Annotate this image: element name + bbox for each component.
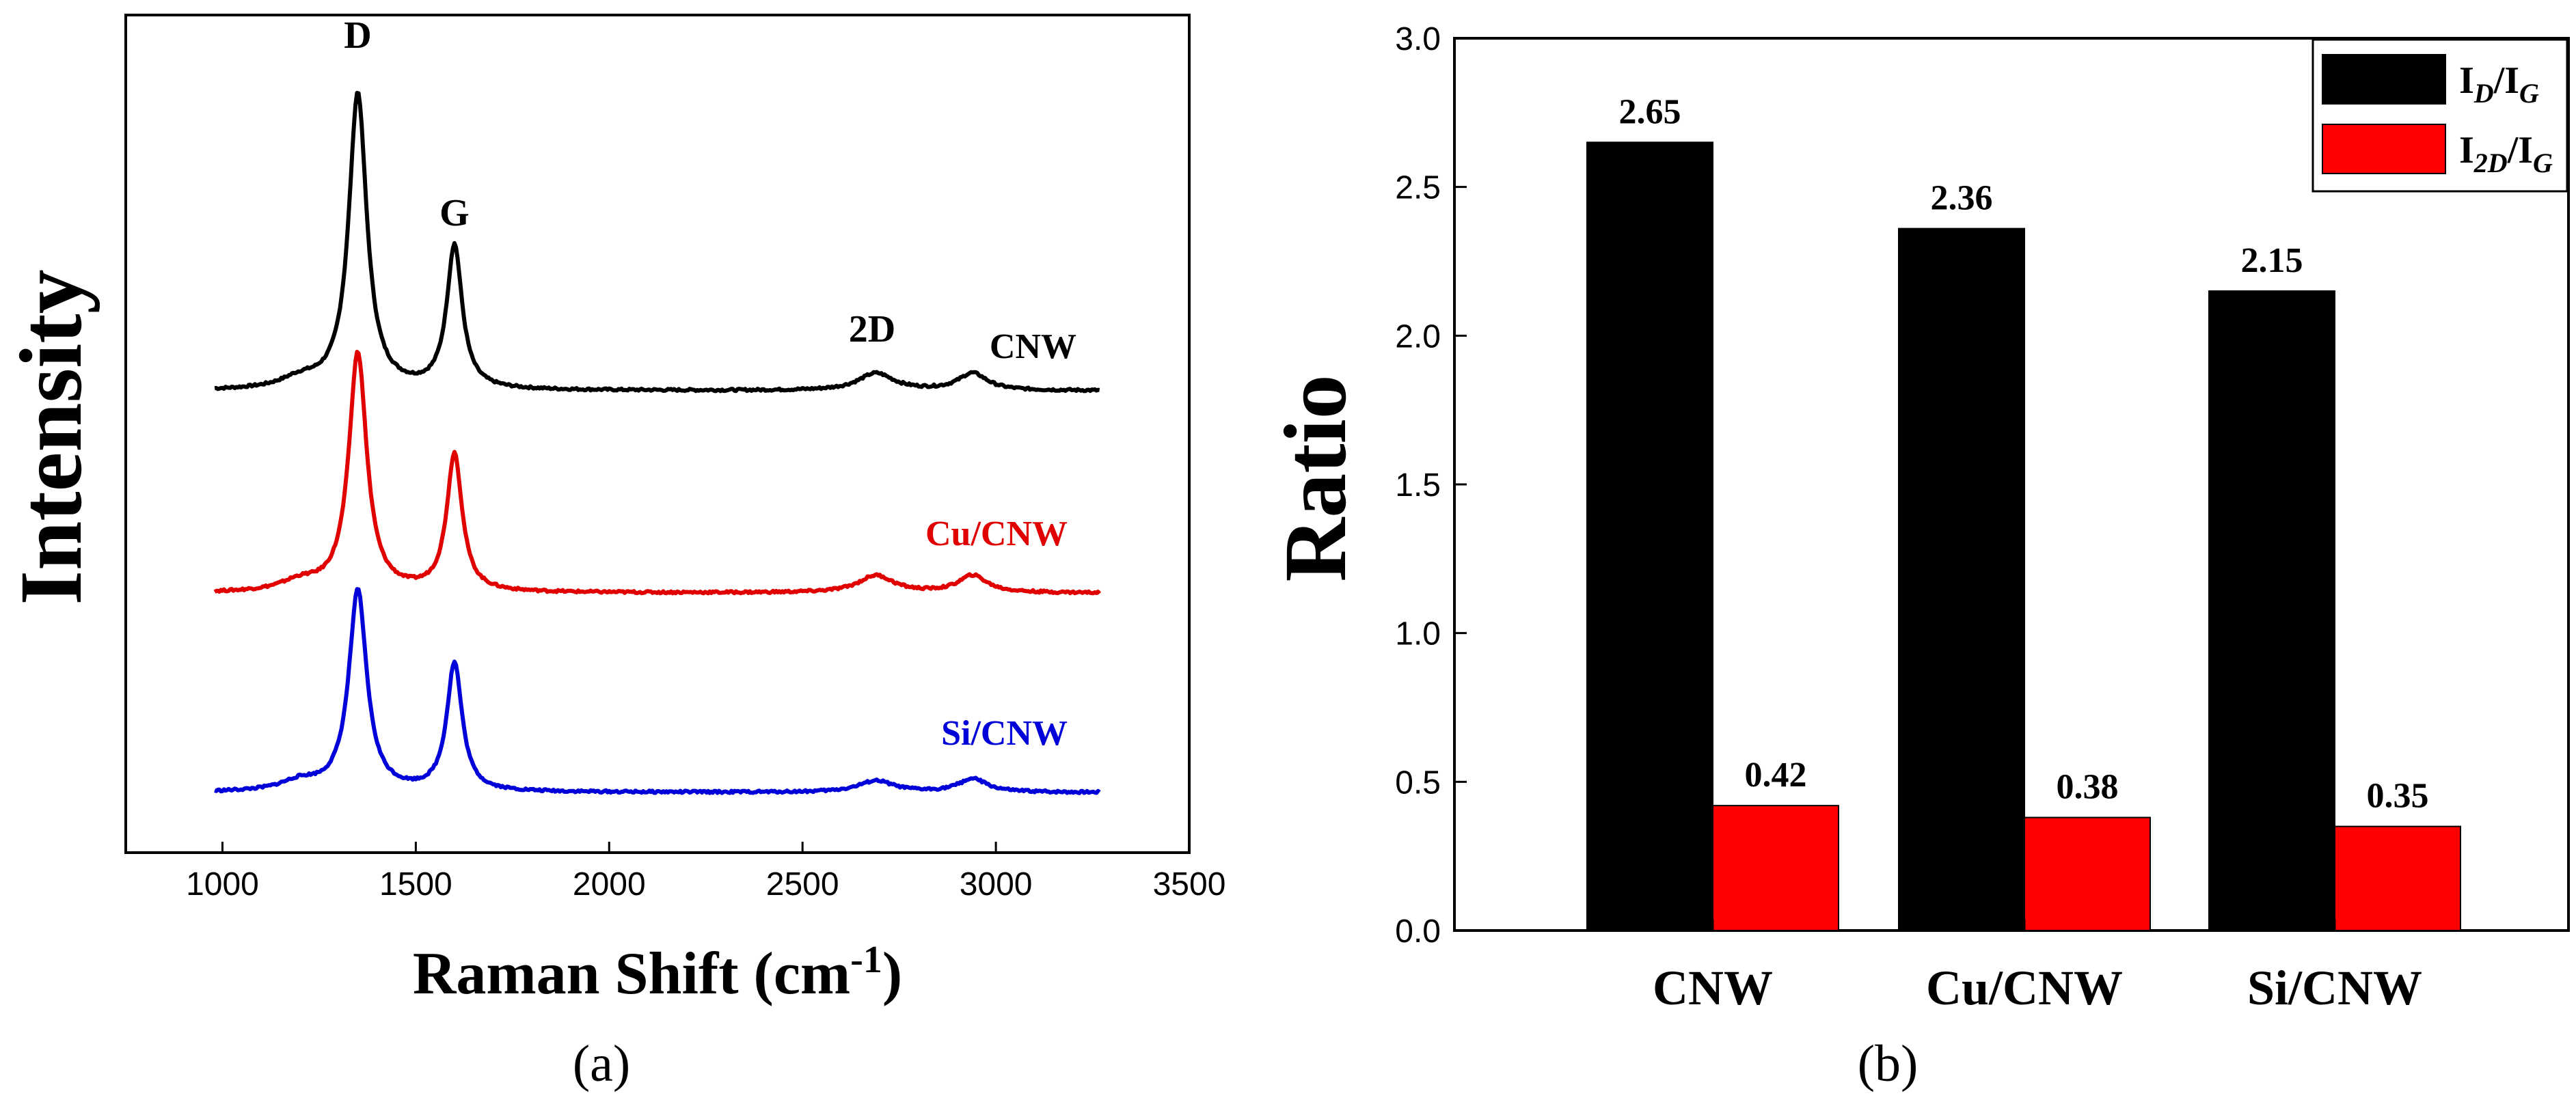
spectrum-line-cu-cnw [213,350,1102,596]
x-tick-label: 3000 [960,866,1033,903]
legend-label-i2d-ig: I2D/IG [2459,129,2553,178]
bar-i2d-ig-cu-cnw [2024,816,2151,932]
bar-value-label: 0.42 [1745,756,1807,795]
peak-label: G [439,192,470,234]
x-axis-title-a: Raman Shift (cm-1) [413,939,902,1007]
spectrum-line-cnw [214,91,1100,394]
panel-label-a: (a) [573,1035,630,1092]
bar-value-label: 2.65 [1619,92,1681,131]
y-axis-title-b: Ratio [1266,374,1365,581]
spectra-lines [213,91,1102,795]
bar-value-label: 2.15 [2241,241,2303,280]
y-tick-label: 1.0 [1395,616,1441,652]
bar-value-labels: 2.65 0.42 2.36 0.38 2.15 0.35 [1619,92,2429,815]
bar-id-ig-si-cnw [2208,290,2335,931]
y-tick-label: 2.0 [1395,318,1441,355]
x-tick-label: 3500 [1153,866,1226,903]
y-tick-label: 3.0 [1395,21,1441,57]
x-tick-label: 2500 [766,866,839,903]
y-tick-label: 2.5 [1395,170,1441,206]
x-tick-label: 1000 [186,866,259,903]
ratio-bar-chart: 0.00.51.01.52.02.53.0 2.650.422.360.382.… [1266,21,2570,1092]
peak-label: 2D [849,308,895,350]
x-tick-label: 2000 [573,866,646,903]
y-tick-label: 1.5 [1395,467,1441,504]
bar-value-label: 0.35 [2367,777,2429,816]
bars [1586,141,2461,932]
bar-id-ig-cu-cnw [1898,228,2025,932]
bar-i2d-ig-cnw [1712,805,1839,932]
series-label: Si/CNW [941,714,1068,753]
y-tick-label: 0.5 [1395,764,1441,801]
category-labels: CNW Cu/CNW Si/CNW [1653,920,2422,1015]
category-label: Cu/CNW [1926,961,2123,1015]
bar-id-ig-cnw [1586,141,1713,931]
x-tick-label: 1500 [379,866,452,903]
spectrum-line-si-cnw [214,587,1101,795]
panel-label-b: (b) [1858,1035,1919,1092]
bar-value-label: 2.36 [1931,179,1993,218]
y-tick-label: 0.0 [1395,913,1441,950]
x-axis-ticks: 1000 1500 2000 2500 3000 3500 [186,842,1225,903]
raman-spectrum-chart: 1000 1500 2000 2500 3000 3500 D G 2D CNW Cu/CNW S… [2,14,1225,1092]
series-labels: CNW Cu/CNW Si/CNW [925,327,1076,753]
peak-labels: D G 2D [344,14,895,350]
legend: ID/IG I2D/IG [2311,38,2568,193]
bar-i2d-ig-si-cnw [2334,825,2461,931]
y-axis-ticks: 0.0 0.5 1.0 1.5 2.0 2.5 3.0 [1395,21,1467,950]
y-axis-title-a: Intensity [2,269,100,605]
category-label: Si/CNW [2247,961,2422,1015]
plot-frame-a [124,14,1191,854]
category-label: CNW [1653,961,1773,1015]
peak-label: D [344,14,371,57]
series-label: CNW [990,327,1076,366]
legend-swatch-i2d-ig [2322,124,2446,174]
legend-swatch-id-ig [2322,54,2446,105]
series-label: Cu/CNW [925,514,1068,553]
legend-label-id-ig: ID/IG [2459,59,2539,109]
bar-value-label: 0.38 [2057,768,2119,807]
